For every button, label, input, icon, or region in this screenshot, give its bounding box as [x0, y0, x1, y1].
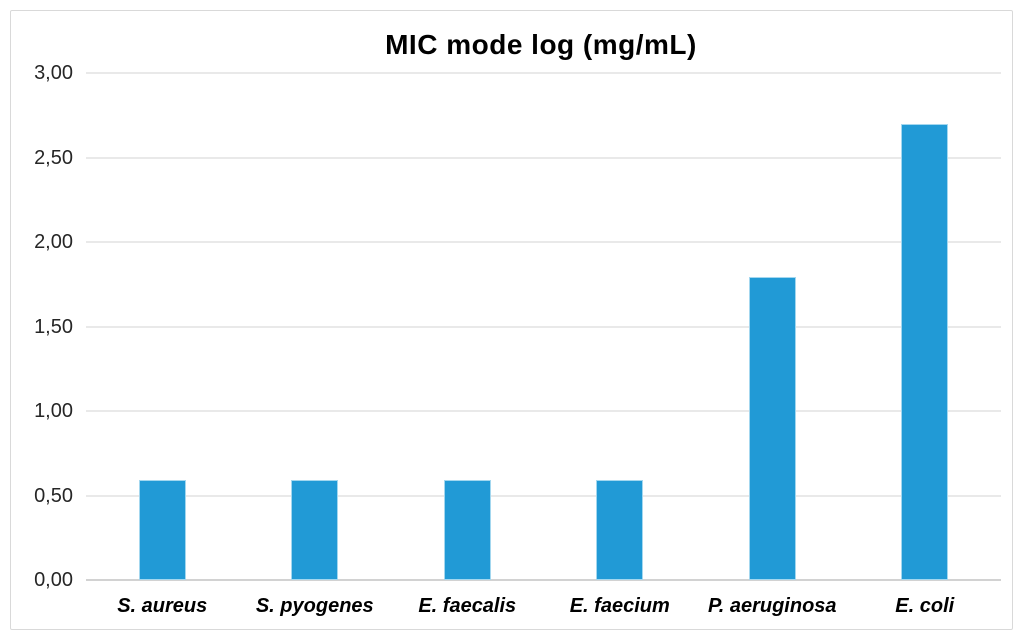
- bar-p-aeruginosa: [748, 277, 796, 580]
- y-tick-label: 0,50: [34, 484, 73, 507]
- y-tick-label: 2,50: [34, 146, 73, 169]
- bar-e-faecalis: [443, 480, 491, 580]
- bar-e-faecium: [596, 480, 644, 580]
- chart-title: MIC mode log (mg/mL): [385, 29, 697, 60]
- x-category-label: E. faecium: [569, 595, 670, 617]
- x-axis-line: [86, 579, 1001, 581]
- chart-frame: MIC mode log (mg/mL) 0,00 0,50 1,00 1,50 2,0…: [10, 10, 1013, 630]
- bar-e-coli: [901, 123, 949, 580]
- x-category-label: E. coli: [895, 595, 955, 617]
- y-tick-label: 3,00: [34, 62, 73, 84]
- x-category-label: S. pyogenes: [255, 595, 374, 617]
- y-tick-label: 2,00: [34, 231, 73, 253]
- gridline: [86, 494, 1001, 497]
- bar-s-pyogenes: [291, 480, 339, 580]
- bar-s-aureus: [138, 480, 186, 580]
- x-category-label: E. faecalis: [418, 595, 517, 617]
- gridline: [86, 72, 1001, 74]
- gridline: [86, 156, 1001, 159]
- gridline: [86, 325, 1001, 328]
- x-category-label: S. aureus: [117, 595, 208, 617]
- y-tick-label: 1,00: [34, 400, 73, 422]
- gridline: [86, 410, 1001, 412]
- y-tick-label: 0,00: [34, 569, 73, 591]
- gridline: [86, 241, 1001, 243]
- x-category-label: P. aeruginosa: [707, 595, 837, 617]
- y-tick-label: 1,50: [34, 315, 73, 338]
